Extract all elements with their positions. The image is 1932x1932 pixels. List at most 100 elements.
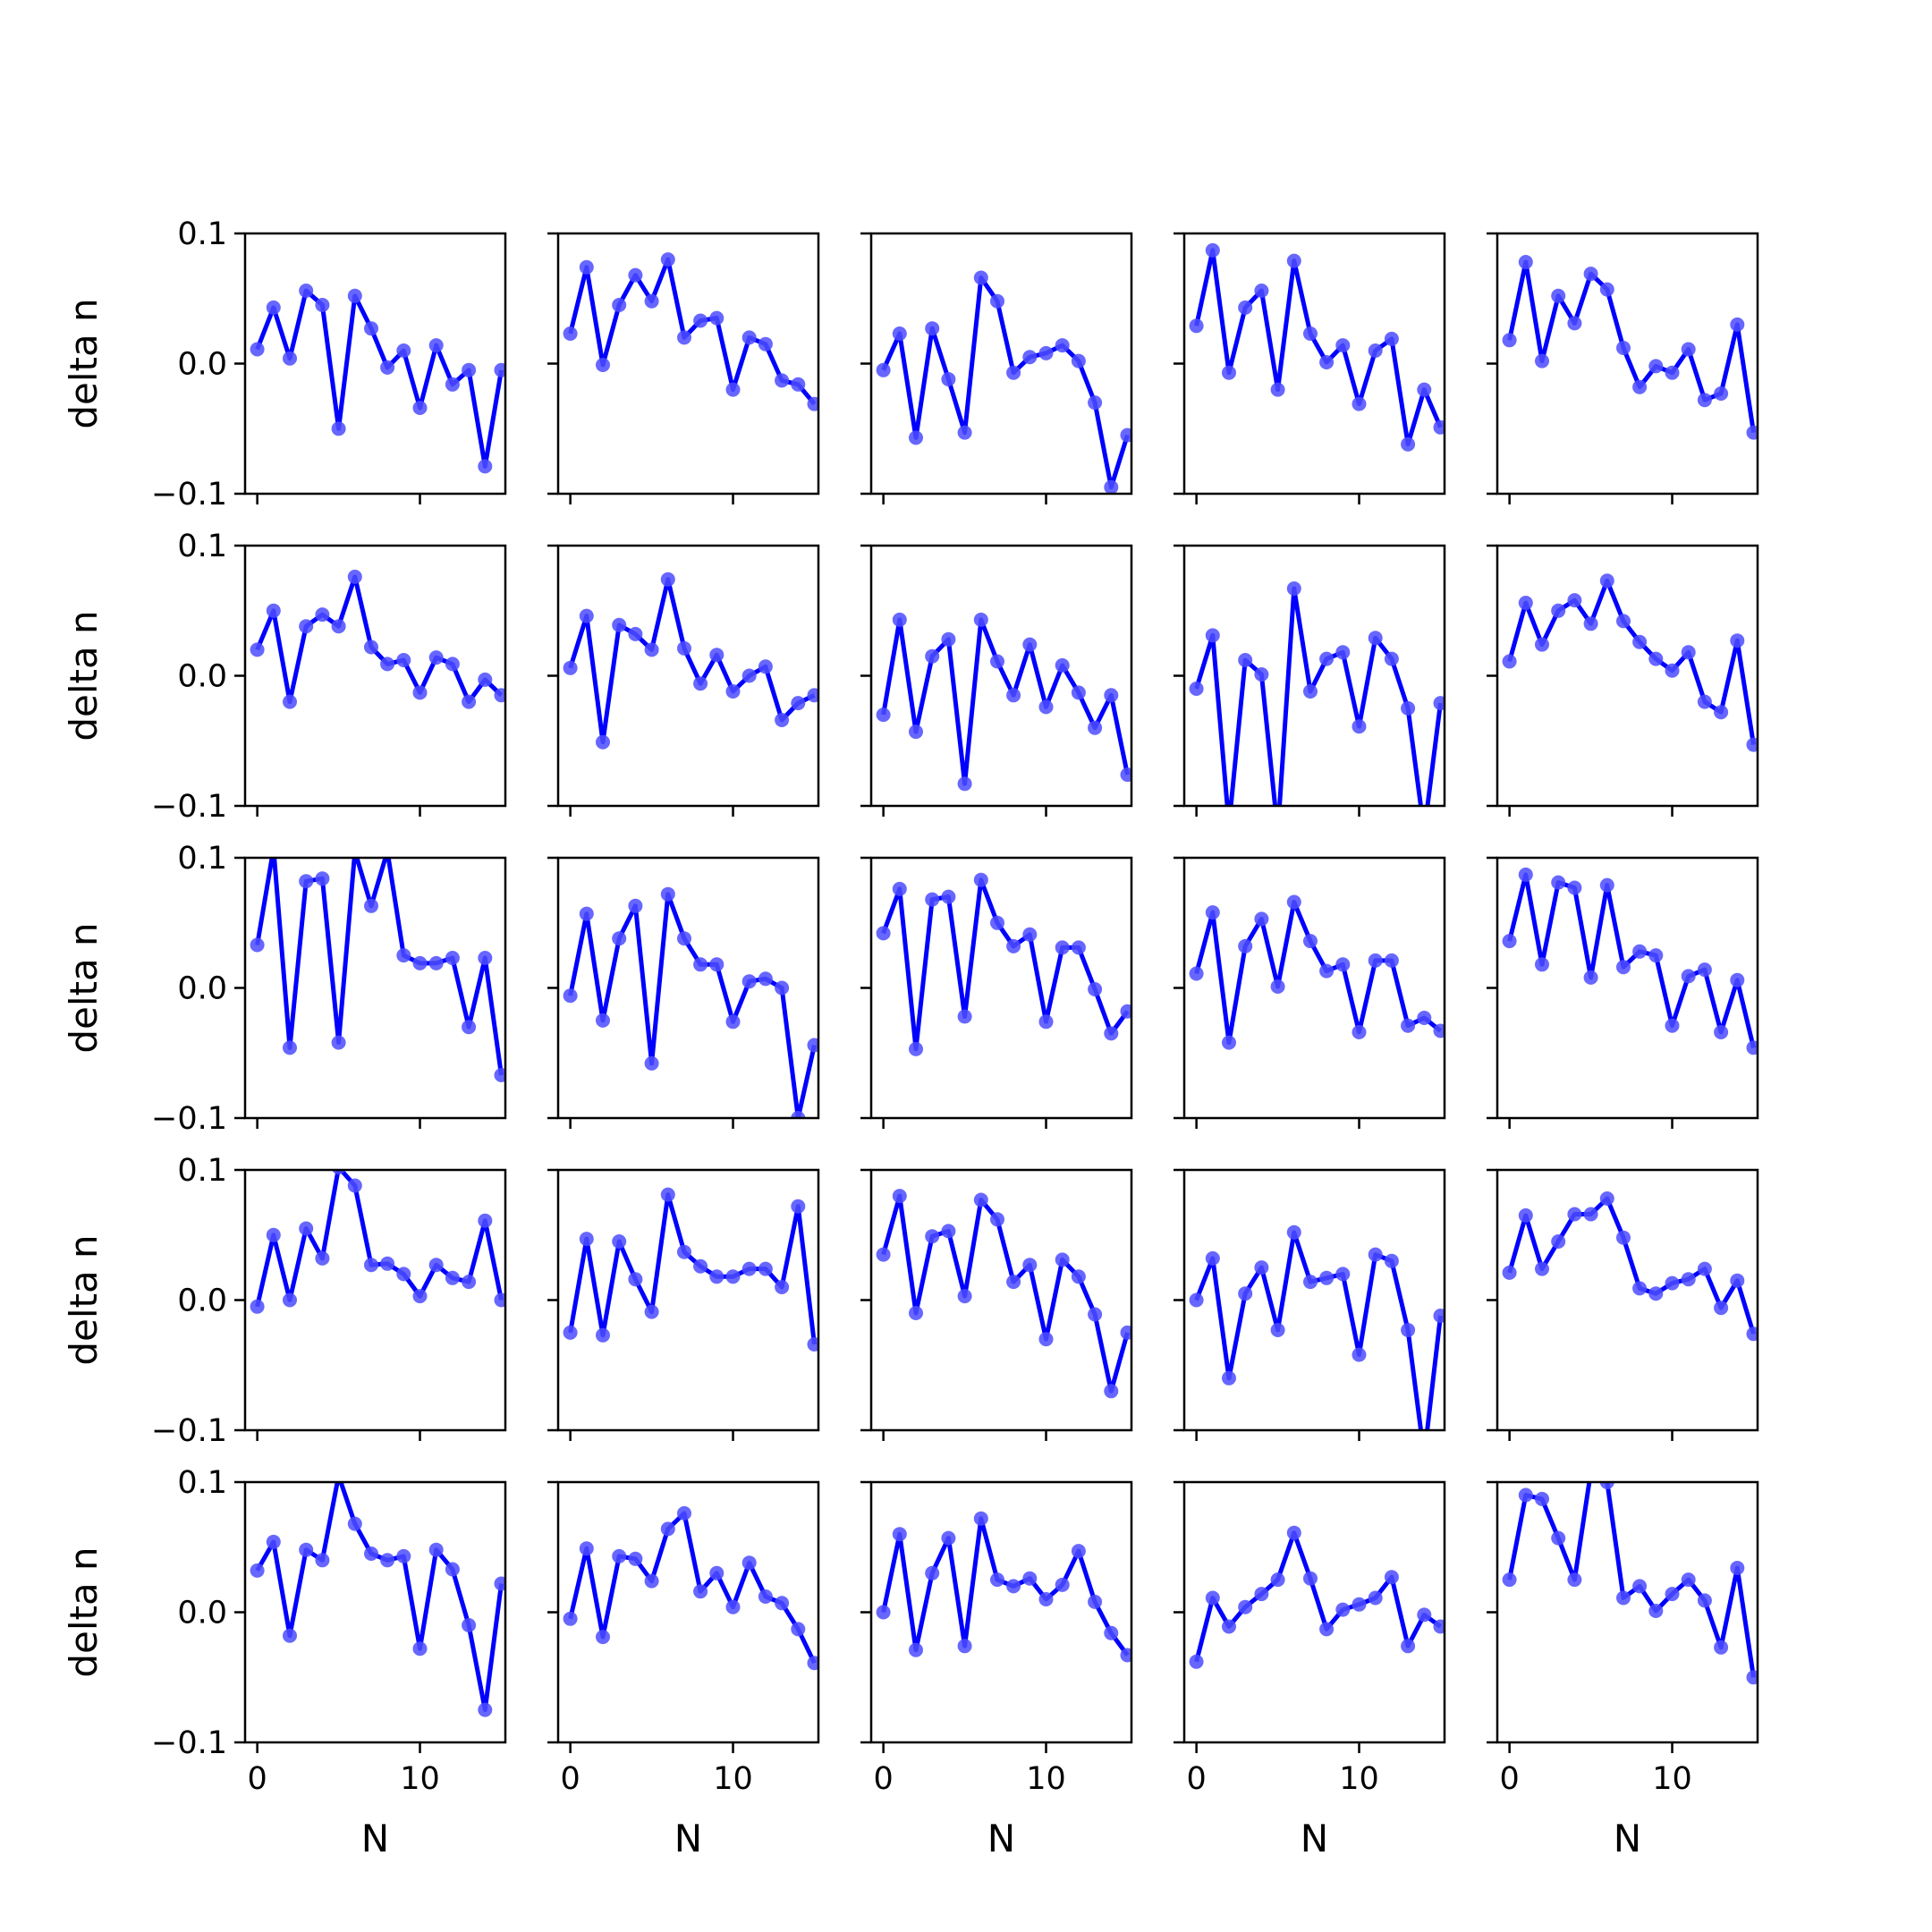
y-tick-label: 0.0 bbox=[177, 971, 227, 1007]
data-point bbox=[1632, 379, 1648, 394]
data-point bbox=[1335, 957, 1351, 972]
data-point bbox=[1665, 1275, 1680, 1291]
data-point bbox=[428, 338, 444, 353]
data-point bbox=[1730, 317, 1745, 332]
data-point bbox=[1648, 1286, 1664, 1301]
series-line bbox=[881, 617, 1130, 786]
data-point bbox=[1368, 1247, 1383, 1262]
data-point bbox=[677, 1505, 691, 1521]
data-point bbox=[412, 1289, 428, 1304]
x-tick-label: 10 bbox=[400, 1761, 440, 1797]
data-point bbox=[741, 668, 757, 683]
data-point bbox=[1583, 267, 1598, 282]
panel-r5-c5: 0 10 N bbox=[1487, 1480, 1759, 1860]
data-point bbox=[909, 430, 923, 445]
data-point bbox=[990, 293, 1004, 309]
data-point bbox=[299, 1542, 314, 1557]
data-point bbox=[1616, 1230, 1631, 1245]
data-point bbox=[1551, 1234, 1566, 1249]
data-point bbox=[1599, 282, 1614, 297]
data-point bbox=[693, 957, 708, 972]
data-point bbox=[1551, 603, 1566, 618]
series-group bbox=[250, 569, 505, 709]
series-group bbox=[563, 1187, 818, 1352]
data-point bbox=[494, 1068, 505, 1082]
data-point bbox=[1205, 1250, 1220, 1266]
data-point bbox=[1071, 1269, 1086, 1284]
data-point bbox=[1189, 682, 1204, 696]
x-tick-label: 0 bbox=[1500, 1761, 1520, 1797]
data-point bbox=[807, 1038, 818, 1053]
data-point bbox=[909, 1642, 923, 1657]
series-group bbox=[876, 270, 1131, 494]
y-tick-label: −0.1 bbox=[151, 1413, 227, 1449]
series-group bbox=[1189, 1525, 1445, 1669]
series-line bbox=[568, 257, 817, 406]
data-point bbox=[925, 1229, 940, 1244]
series-line bbox=[255, 1482, 504, 1713]
data-point bbox=[1205, 1590, 1220, 1606]
x-axis-label: N bbox=[361, 1817, 389, 1860]
data-point bbox=[1222, 365, 1236, 380]
data-point bbox=[957, 425, 972, 440]
data-point bbox=[1303, 326, 1318, 341]
series-line bbox=[1194, 1230, 1443, 1430]
data-point bbox=[1583, 970, 1598, 985]
data-point bbox=[1368, 631, 1383, 646]
data-point bbox=[1319, 355, 1335, 369]
data-point bbox=[579, 608, 594, 623]
data-point bbox=[807, 396, 818, 411]
data-point bbox=[1071, 685, 1086, 700]
data-point bbox=[1286, 1224, 1301, 1240]
data-point bbox=[462, 694, 477, 709]
data-point bbox=[563, 660, 578, 675]
data-point bbox=[283, 351, 297, 366]
data-point bbox=[478, 1213, 493, 1228]
y-tick-label: 0.0 bbox=[177, 1596, 227, 1631]
data-point bbox=[741, 1261, 757, 1276]
panel-r3-c2 bbox=[547, 856, 820, 1129]
data-point bbox=[1681, 645, 1696, 660]
data-point bbox=[596, 1630, 610, 1645]
data-point bbox=[628, 267, 643, 283]
data-point bbox=[1352, 1347, 1367, 1362]
data-point bbox=[1648, 651, 1664, 666]
data-point bbox=[1632, 1281, 1648, 1296]
data-point bbox=[250, 937, 265, 953]
data-point bbox=[1088, 982, 1103, 996]
data-point bbox=[1335, 645, 1351, 660]
data-point bbox=[612, 1234, 627, 1249]
data-point bbox=[909, 724, 923, 740]
data-point bbox=[709, 1565, 724, 1580]
data-point bbox=[1286, 894, 1301, 910]
data-point bbox=[628, 898, 643, 913]
series-group bbox=[1502, 1191, 1758, 1342]
data-point bbox=[775, 1596, 790, 1611]
data-point bbox=[957, 1289, 972, 1304]
panels-grid: −0.1 0.0 0.1 delta n −0.1 0.0 0.1 delta n −0.1 0.… bbox=[62, 216, 1759, 1860]
data-point bbox=[1335, 338, 1351, 353]
data-point bbox=[1319, 1622, 1335, 1637]
data-point bbox=[1697, 1261, 1712, 1276]
data-point bbox=[941, 1530, 956, 1546]
y-tick-label: 0.0 bbox=[177, 659, 227, 695]
data-point bbox=[1120, 428, 1131, 443]
data-point bbox=[612, 298, 627, 312]
series-group bbox=[1189, 894, 1445, 1050]
data-point bbox=[1038, 345, 1054, 360]
data-point bbox=[1648, 359, 1664, 374]
data-point bbox=[380, 1553, 395, 1568]
data-point bbox=[1319, 1270, 1335, 1285]
data-point bbox=[1189, 966, 1204, 981]
series-line bbox=[1194, 586, 1443, 806]
series-line bbox=[568, 577, 816, 745]
data-point bbox=[1518, 1208, 1533, 1223]
data-point bbox=[396, 343, 411, 358]
panel-r3-c5 bbox=[1487, 856, 1759, 1129]
panel-r1-c4 bbox=[1174, 232, 1446, 504]
panel-r5-c2: 0 10 N bbox=[547, 1480, 820, 1860]
data-point bbox=[1417, 382, 1432, 397]
data-point bbox=[644, 1573, 659, 1589]
data-point bbox=[941, 889, 956, 904]
